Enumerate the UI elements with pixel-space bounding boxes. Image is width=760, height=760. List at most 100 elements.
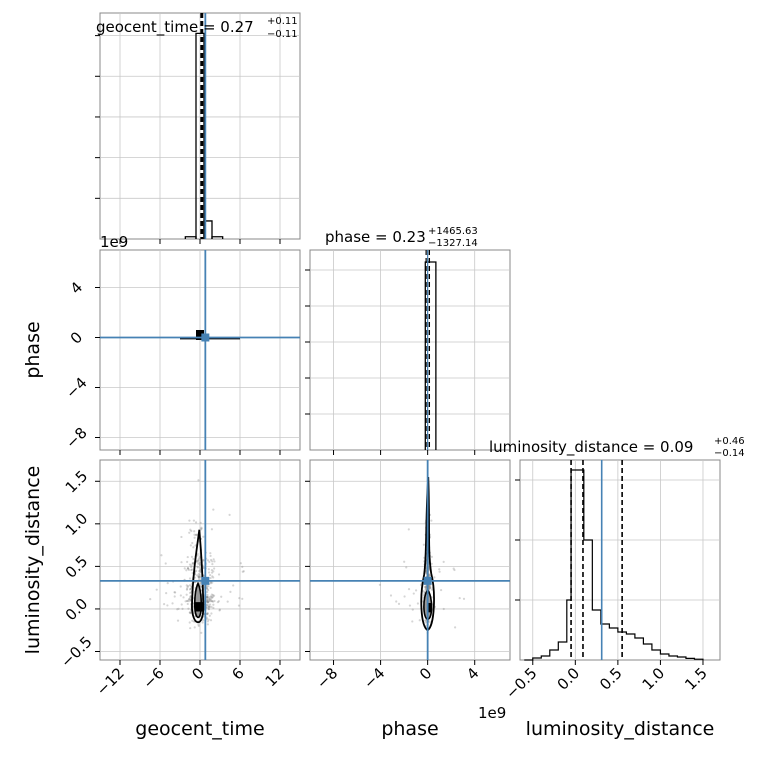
phase-xtick-label: 4 <box>463 664 482 683</box>
luminosity-distance-title: luminosity_distance = 0.09 <box>489 438 693 457</box>
scatter-point <box>206 606 209 609</box>
scatter-point <box>454 626 457 629</box>
scatter-point <box>206 590 209 594</box>
scatter-point <box>206 601 210 604</box>
scatter-point <box>186 602 189 606</box>
contour-outer <box>191 529 205 624</box>
geocent-time-title: geocent_time = 0.27 <box>96 18 254 37</box>
scatter-point <box>206 595 209 599</box>
phase-offset-label: 1e9 <box>478 704 506 722</box>
scatter-point <box>412 592 415 595</box>
scatter-point <box>206 597 209 600</box>
scatter-point <box>195 569 198 572</box>
scatter-point <box>195 533 198 536</box>
scatter-point <box>424 585 427 589</box>
scatter-point <box>198 563 202 566</box>
scatter-point <box>428 620 431 623</box>
scatter-point <box>195 533 198 537</box>
scatter-point <box>207 597 210 600</box>
scatter-point <box>189 611 192 614</box>
scatter-point <box>186 560 189 563</box>
scatter-point <box>199 569 202 572</box>
scatter-point <box>180 535 183 539</box>
scatter-point <box>424 585 427 588</box>
panel-phase-hist <box>309 249 511 451</box>
scatter-point <box>430 555 434 558</box>
scatter-point <box>191 562 195 565</box>
scatter-point <box>213 567 216 570</box>
scatter-point <box>206 559 210 562</box>
scatter-point <box>176 608 179 611</box>
scatter-point <box>206 603 209 606</box>
scatter-point <box>190 564 193 567</box>
scatter-point <box>187 584 190 588</box>
scatter-point <box>197 624 200 627</box>
scatter-point <box>210 605 213 609</box>
density-core <box>427 602 432 613</box>
luminosity-distance-ytick-label: 0.5 <box>62 552 92 582</box>
scatter-point <box>186 566 190 570</box>
scatter-point <box>184 600 187 603</box>
scatter-point <box>166 582 169 585</box>
scatter-point <box>407 528 410 531</box>
phase-ytick-label: −4 <box>62 374 90 402</box>
scatter-point <box>207 601 210 604</box>
scatter-point <box>188 577 192 580</box>
x-axis-label-phase: phase <box>381 718 438 740</box>
scatter-point <box>212 558 215 561</box>
scatter-point <box>194 544 197 547</box>
scatter-point <box>212 576 215 579</box>
scatter-point <box>210 600 214 603</box>
scatter-point <box>209 582 212 585</box>
scatter-point <box>149 598 152 601</box>
scatter-point <box>238 597 241 600</box>
scatter-point <box>442 560 445 563</box>
scatter-point <box>199 570 202 573</box>
scatter-point <box>217 600 220 603</box>
scatter-point <box>237 604 241 607</box>
scatter-point <box>209 573 212 577</box>
scatter-point <box>218 609 221 612</box>
geocent-time-xtick-label: −12 <box>93 664 128 699</box>
scatter-point <box>424 588 427 591</box>
phase-title-sup: +1465.63 <box>428 226 478 237</box>
luminosity-distance-ytick-label: 0.0 <box>62 595 92 625</box>
scatter-point <box>206 593 209 597</box>
scatter-point <box>433 576 436 579</box>
scatter-point <box>407 587 411 591</box>
scatter-point <box>395 600 398 603</box>
scatter-point <box>403 595 406 598</box>
scatter-point <box>439 588 443 592</box>
phase-ytick-label: 4 <box>67 278 86 297</box>
phase-xtick-label: 0 <box>416 664 435 683</box>
scatter-point <box>188 621 191 624</box>
scatter-point <box>206 600 209 603</box>
scatter-point <box>198 569 201 573</box>
scatter-point <box>197 572 201 576</box>
scatter-point <box>206 620 209 623</box>
scatter-point <box>189 544 192 547</box>
scatter-point <box>423 585 426 589</box>
scatter-point <box>179 585 182 588</box>
scatter-point <box>209 581 212 584</box>
scatter-point <box>189 627 192 630</box>
scatter-point <box>180 603 183 606</box>
scatter-point <box>232 584 235 587</box>
scatter-point <box>208 596 211 599</box>
scatter-point <box>180 561 183 564</box>
scatter-point <box>422 543 425 546</box>
scatter-point <box>209 576 212 580</box>
scatter-point <box>192 546 195 549</box>
scatter-point <box>205 584 208 588</box>
scatter-point <box>428 574 431 577</box>
scatter-point <box>165 592 168 595</box>
scatter-point <box>408 604 412 607</box>
scatter-point <box>197 576 201 579</box>
geocent-time-xtick-label: −6 <box>139 664 167 692</box>
scatter-point <box>187 600 191 603</box>
scatter-point <box>186 587 189 590</box>
scatter-point <box>188 591 192 594</box>
scatter-point <box>185 593 188 596</box>
scatter-point <box>196 565 199 568</box>
scatter-point <box>429 585 432 588</box>
